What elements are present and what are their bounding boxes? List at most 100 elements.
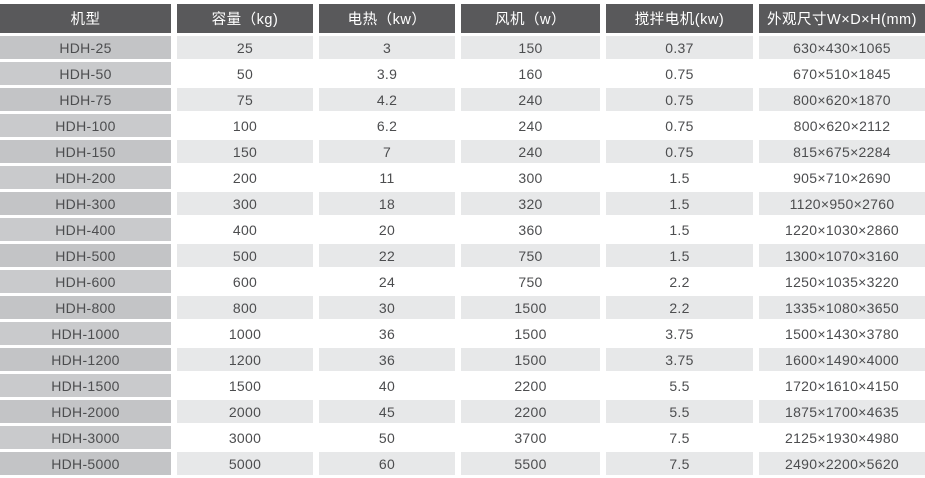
heat-cell: 40 <box>319 374 455 397</box>
column-header-dimensions: 外观尺寸W×D×H(mm) <box>759 4 925 33</box>
table-row: HDH-200 200 11 300 1.5 905×710×2690 <box>0 166 925 189</box>
dimensions-cell: 1300×1070×3160 <box>759 244 925 267</box>
model-cell: HDH-50 <box>0 62 171 85</box>
fan-cell: 300 <box>461 166 600 189</box>
model-cell: HDH-1500 <box>0 374 171 397</box>
fan-cell: 3700 <box>461 426 600 449</box>
capacity-cell: 3000 <box>177 426 313 449</box>
heat-cell: 11 <box>319 166 455 189</box>
motor-cell: 0.75 <box>606 88 753 111</box>
column-header-model: 机型 <box>0 4 171 33</box>
dimensions-cell: 905×710×2690 <box>759 166 925 189</box>
capacity-cell: 200 <box>177 166 313 189</box>
heat-cell: 6.2 <box>319 114 455 137</box>
motor-cell: 2.2 <box>606 270 753 293</box>
fan-cell: 5500 <box>461 452 600 475</box>
heat-cell: 36 <box>319 348 455 371</box>
dimensions-cell: 815×675×2284 <box>759 140 925 163</box>
table-row: HDH-1200 1200 36 1500 3.75 1600×1490×4000 <box>0 348 925 371</box>
table-row: HDH-400 400 20 360 1.5 1220×1030×2860 <box>0 218 925 241</box>
capacity-cell: 500 <box>177 244 313 267</box>
fan-cell: 2200 <box>461 374 600 397</box>
dimensions-cell: 1500×1430×3780 <box>759 322 925 345</box>
fan-cell: 320 <box>461 192 600 215</box>
table-row: HDH-600 600 24 750 2.2 1250×1035×3220 <box>0 270 925 293</box>
fan-cell: 2200 <box>461 400 600 423</box>
table-row: HDH-3000 3000 50 3700 7.5 2125×1930×4980 <box>0 426 925 449</box>
fan-cell: 240 <box>461 88 600 111</box>
motor-cell: 7.5 <box>606 426 753 449</box>
fan-cell: 1500 <box>461 296 600 319</box>
capacity-cell: 1000 <box>177 322 313 345</box>
model-cell: HDH-1000 <box>0 322 171 345</box>
heat-cell: 3.9 <box>319 62 455 85</box>
dimensions-cell: 2490×2200×5620 <box>759 452 925 475</box>
table-row: HDH-100 100 6.2 240 0.75 800×620×2112 <box>0 114 925 137</box>
dimensions-cell: 800×620×1870 <box>759 88 925 111</box>
table-header-row: 机型 容量（kg) 电热（kw） 风机（w） 搅拌电机(kw) 外观尺寸W×D×… <box>0 4 925 33</box>
capacity-cell: 400 <box>177 218 313 241</box>
model-cell: HDH-800 <box>0 296 171 319</box>
motor-cell: 1.5 <box>606 166 753 189</box>
motor-cell: 3.75 <box>606 322 753 345</box>
table-row: HDH-150 150 7 240 0.75 815×675×2284 <box>0 140 925 163</box>
capacity-cell: 50 <box>177 62 313 85</box>
dimensions-cell: 1875×1700×4635 <box>759 400 925 423</box>
heat-cell: 4.2 <box>319 88 455 111</box>
table-row: HDH-25 25 3 150 0.37 630×430×1065 <box>0 36 925 59</box>
dimensions-cell: 1600×1490×4000 <box>759 348 925 371</box>
dimensions-cell: 1220×1030×2860 <box>759 218 925 241</box>
capacity-cell: 2000 <box>177 400 313 423</box>
table-row: HDH-2000 2000 45 2200 5.5 1875×1700×4635 <box>0 400 925 423</box>
dimensions-cell: 670×510×1845 <box>759 62 925 85</box>
table-row: HDH-1500 1500 40 2200 5.5 1720×1610×4150 <box>0 374 925 397</box>
heat-cell: 24 <box>319 270 455 293</box>
model-cell: HDH-400 <box>0 218 171 241</box>
heat-cell: 20 <box>319 218 455 241</box>
fan-cell: 1500 <box>461 348 600 371</box>
model-cell: HDH-150 <box>0 140 171 163</box>
motor-cell: 3.75 <box>606 348 753 371</box>
dimensions-cell: 800×620×2112 <box>759 114 925 137</box>
model-cell: HDH-5000 <box>0 452 171 475</box>
model-cell: HDH-75 <box>0 88 171 111</box>
fan-cell: 750 <box>461 270 600 293</box>
motor-cell: 0.75 <box>606 114 753 137</box>
table-body: HDH-25 25 3 150 0.37 630×430×1065 HDH-50 50 3.9 1… <box>0 36 925 475</box>
heat-cell: 45 <box>319 400 455 423</box>
dimensions-cell: 1120×950×2760 <box>759 192 925 215</box>
motor-cell: 1.5 <box>606 192 753 215</box>
heat-cell: 3 <box>319 36 455 59</box>
table-row: HDH-5000 5000 60 5500 7.5 2490×2200×5620 <box>0 452 925 475</box>
table-row: HDH-1000 1000 36 1500 3.75 1500×1430×3780 <box>0 322 925 345</box>
motor-cell: 7.5 <box>606 452 753 475</box>
heat-cell: 36 <box>319 322 455 345</box>
fan-cell: 750 <box>461 244 600 267</box>
capacity-cell: 600 <box>177 270 313 293</box>
fan-cell: 240 <box>461 140 600 163</box>
motor-cell: 5.5 <box>606 400 753 423</box>
motor-cell: 1.5 <box>606 244 753 267</box>
capacity-cell: 1500 <box>177 374 313 397</box>
capacity-cell: 75 <box>177 88 313 111</box>
table-row: HDH-50 50 3.9 160 0.75 670×510×1845 <box>0 62 925 85</box>
heat-cell: 30 <box>319 296 455 319</box>
model-cell: HDH-100 <box>0 114 171 137</box>
column-header-motor: 搅拌电机(kw) <box>606 4 753 33</box>
fan-cell: 240 <box>461 114 600 137</box>
motor-cell: 5.5 <box>606 374 753 397</box>
dimensions-cell: 1250×1035×3220 <box>759 270 925 293</box>
capacity-cell: 25 <box>177 36 313 59</box>
heat-cell: 18 <box>319 192 455 215</box>
fan-cell: 360 <box>461 218 600 241</box>
model-cell: HDH-1200 <box>0 348 171 371</box>
heat-cell: 60 <box>319 452 455 475</box>
motor-cell: 2.2 <box>606 296 753 319</box>
table-row: HDH-75 75 4.2 240 0.75 800×620×1870 <box>0 88 925 111</box>
table-row: HDH-300 300 18 320 1.5 1120×950×2760 <box>0 192 925 215</box>
model-cell: HDH-500 <box>0 244 171 267</box>
model-cell: HDH-600 <box>0 270 171 293</box>
table-row: HDH-800 800 30 1500 2.2 1335×1080×3650 <box>0 296 925 319</box>
column-header-heat: 电热（kw） <box>319 4 455 33</box>
